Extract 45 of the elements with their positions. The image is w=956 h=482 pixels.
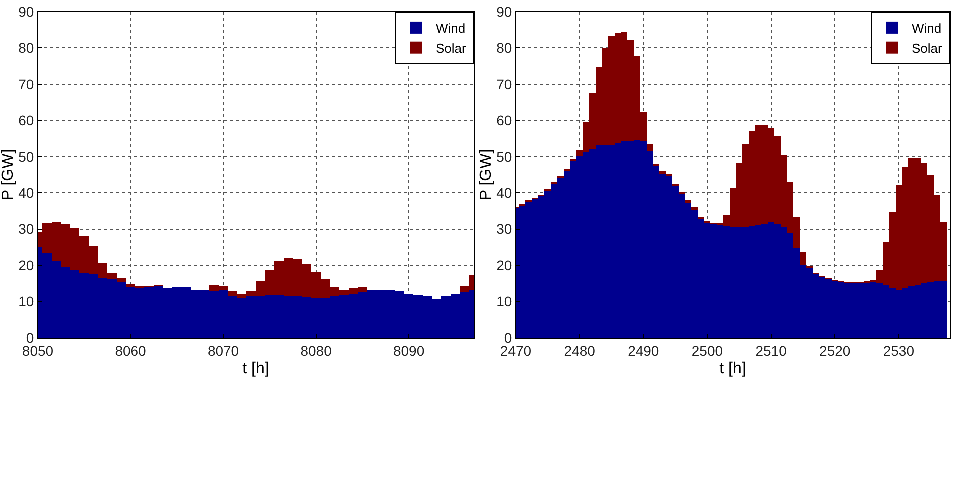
y-tick-label: 60 [18,112,34,129]
y-tick-label: 30 [18,221,34,238]
y-axis-title: P [GW] [0,149,17,201]
y-tick-label: 20 [18,257,34,274]
bar [692,207,698,210]
bar [800,252,806,266]
legend-label: Solar [436,40,468,56]
x-tick-label: 2490 [628,342,660,359]
x-tick-label: 2480 [564,342,596,359]
y-tick-label: 10 [496,294,512,310]
x-tick-label: 2530 [883,342,915,359]
legend-label: Wind [912,21,942,36]
y-tick-label: 50 [18,148,34,165]
y-tick-label: 10 [18,294,34,310]
bar [672,184,679,187]
bar [678,192,686,195]
y-tick-label: 60 [496,112,512,129]
x-tick-label: 2500 [692,342,724,359]
x-axis-title: t [h] [242,360,270,378]
x-tick-label: 8090 [393,342,425,359]
y-axis-title: P [GW] [478,149,495,201]
y-tick-label: 40 [18,185,34,202]
x-tick-label: 2510 [756,342,788,359]
y-tick-label: 80 [496,40,512,56]
bar [557,176,564,179]
y-tick-label: 30 [496,221,512,238]
x-tick-label: 8060 [115,342,147,359]
y-tick-label: 90 [18,4,34,20]
bar [653,164,660,167]
y-tick-label: 70 [496,76,512,92]
legend-label: Solar [912,40,944,56]
x-axis-title: t [h] [720,360,746,378]
bar [564,168,570,172]
y-tick-label: 70 [18,76,34,92]
y-tick-label: 80 [18,40,34,56]
y-tick-label: 90 [496,4,512,20]
x-tick-label: 2520 [820,342,851,359]
x-tick-label: 8070 [208,342,240,359]
y-tick-label: 40 [496,185,512,202]
y-tick-label: 50 [496,148,512,165]
legend-label: Wind [436,21,466,36]
bar [646,144,654,152]
y-tick-label: 20 [496,257,512,274]
x-tick-label: 8080 [300,342,332,359]
bar [685,200,692,203]
